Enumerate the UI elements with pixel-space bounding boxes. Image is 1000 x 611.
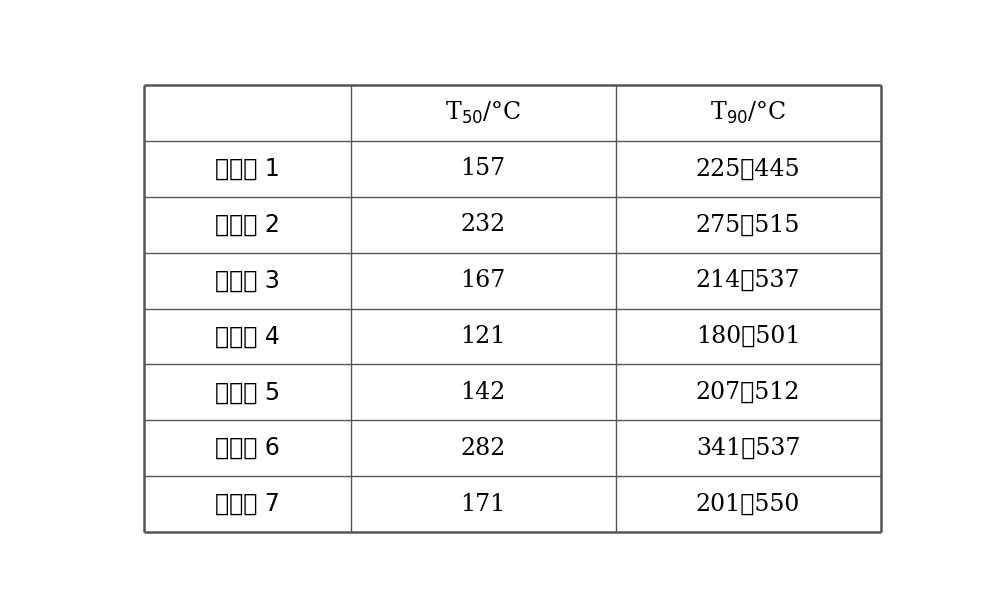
Text: 225～445: 225～445 — [696, 158, 800, 180]
Text: $\mathregular{T}_{50}$/°C: $\mathregular{T}_{50}$/°C — [445, 100, 521, 126]
Text: 142: 142 — [460, 381, 506, 404]
Text: $\mathregular{T}_{90}$/°C: $\mathregular{T}_{90}$/°C — [710, 100, 786, 126]
Text: 341～537: 341～537 — [696, 437, 800, 459]
Text: 167: 167 — [460, 269, 506, 292]
Text: 180～501: 180～501 — [696, 325, 800, 348]
Text: 171: 171 — [460, 492, 506, 516]
Text: 实施例 3: 实施例 3 — [215, 269, 280, 293]
Text: 实施例 5: 实施例 5 — [215, 381, 280, 404]
Text: 275～515: 275～515 — [696, 213, 800, 236]
Text: 282: 282 — [460, 437, 506, 459]
Text: 214～537: 214～537 — [696, 269, 800, 292]
Text: 实施例 6: 实施例 6 — [215, 436, 280, 460]
Text: 157: 157 — [460, 158, 506, 180]
Text: 201～550: 201～550 — [696, 492, 800, 516]
Text: 实施例 4: 实施例 4 — [215, 324, 280, 348]
Text: 121: 121 — [460, 325, 506, 348]
Text: 实施例 2: 实施例 2 — [215, 213, 280, 236]
Text: 207～512: 207～512 — [696, 381, 800, 404]
Text: 232: 232 — [460, 213, 506, 236]
Text: 实施例 7: 实施例 7 — [215, 492, 280, 516]
Text: 实施例 1: 实施例 1 — [215, 157, 280, 181]
